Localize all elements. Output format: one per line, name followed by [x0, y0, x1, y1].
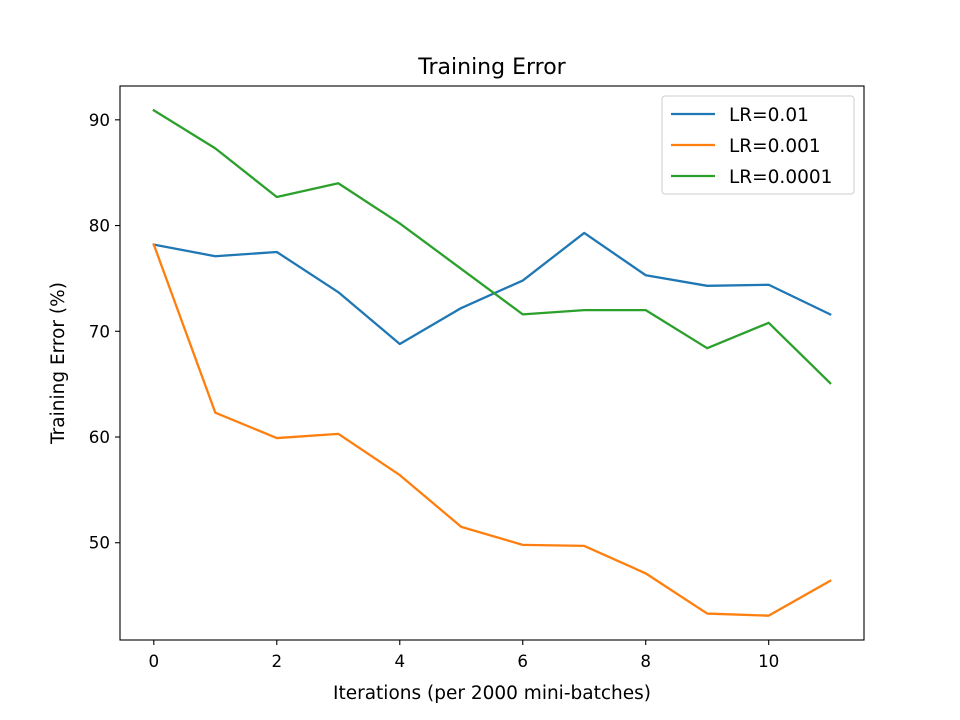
- x-axis-label: Iterations (per 2000 mini-batches): [333, 683, 651, 704]
- legend: LR=0.01 LR=0.001 LR=0.0001: [661, 95, 855, 195]
- legend-label: LR=0.001: [729, 136, 821, 157]
- legend-label: LR=0.01: [729, 105, 809, 126]
- x-tick-label: 8: [640, 651, 651, 671]
- x-tick-label: 4: [394, 651, 405, 671]
- y-tick-label: 60: [89, 427, 110, 447]
- x-tick-label: 2: [271, 651, 282, 671]
- series-line-3: [152, 108, 832, 385]
- x-tick-label: 6: [517, 651, 528, 671]
- legend-label: LR=0.0001: [729, 167, 832, 188]
- y-axis-label: Training Error (%): [48, 282, 69, 445]
- y-tick-label: 80: [89, 216, 110, 236]
- plot-area-frame: [119, 85, 865, 641]
- chart-title: Training Error: [417, 55, 566, 80]
- ticks-layer: 0 2 4 6 8 10 50 60 70 80 90: [89, 110, 780, 671]
- y-tick-label: 50: [89, 533, 110, 553]
- x-tick-label: 10: [758, 651, 779, 671]
- series-layer: [152, 108, 832, 617]
- y-tick-label: 70: [89, 321, 110, 341]
- x-tick-label: 0: [149, 651, 160, 671]
- series-line-2: [152, 243, 832, 617]
- legend-box: [661, 95, 855, 195]
- series-line-1: [152, 231, 832, 346]
- y-tick-label: 90: [89, 110, 110, 130]
